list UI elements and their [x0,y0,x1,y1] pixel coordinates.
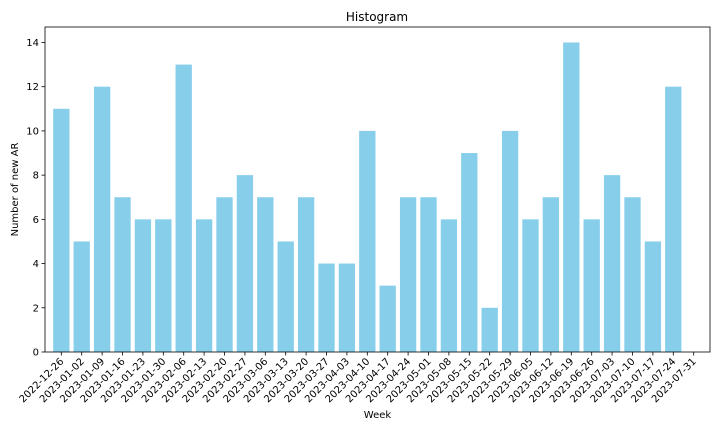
bar-2023-01-23 [134,219,152,352]
bar-2023-02-06 [175,64,192,352]
bar-2023-05-08 [440,219,458,352]
x-axis: 2022-12-262023-01-022023-01-092023-01-16… [18,352,699,405]
bars-group [53,42,682,352]
bar-2022-12-26 [53,108,70,352]
y-tick-label-8: 8 [33,171,39,182]
y-tick-label-10: 10 [26,126,39,137]
bar-2023-06-26 [583,219,600,352]
bar-2023-05-22 [481,307,498,352]
y-axis-label: Number of new AR [10,143,21,237]
y-tick-label-4: 4 [33,259,39,270]
bar-2023-01-02 [73,241,90,352]
bar-2023-01-30 [155,219,172,352]
bar-2023-03-20 [297,197,315,352]
bar-2023-01-16 [114,197,131,352]
y-tick-label-12: 12 [26,82,39,93]
y-tick-label-0: 0 [33,348,39,359]
bar-2023-06-05 [522,219,539,352]
bar-2023-07-10 [624,197,641,352]
bar-2023-03-13 [277,241,294,352]
y-tick-label-2: 2 [33,303,39,314]
bar-2023-04-03 [338,263,356,352]
bar-2023-05-15 [461,153,478,352]
y-axis: 0 2 4 6 8 10 12 14 [26,38,45,359]
bar-2023-04-10 [359,130,376,352]
bar-2023-06-12 [542,197,560,352]
bar-2023-07-24 [665,86,682,352]
bar-2023-01-09 [93,86,111,352]
y-tick-label-6: 6 [33,215,39,226]
bar-2023-07-17 [644,241,662,352]
y-tick-label-14: 14 [26,38,39,49]
plot-frame [44,26,711,353]
bar-2023-07-03 [603,175,621,352]
bar-2023-05-29 [501,130,519,352]
bar-2023-03-27 [318,263,335,352]
x-axis-label: Week [364,410,392,421]
chart-title: Histogram [346,10,408,24]
bar-2023-06-19 [563,42,580,352]
bar-2023-04-24 [399,197,417,352]
bar-2023-03-06 [257,197,274,352]
bar-2023-02-20 [216,197,233,352]
bar-2023-04-17 [379,285,396,352]
bar-2023-02-13 [195,219,213,352]
bar-2023-02-27 [236,175,254,352]
bar-2023-05-01 [420,197,437,352]
